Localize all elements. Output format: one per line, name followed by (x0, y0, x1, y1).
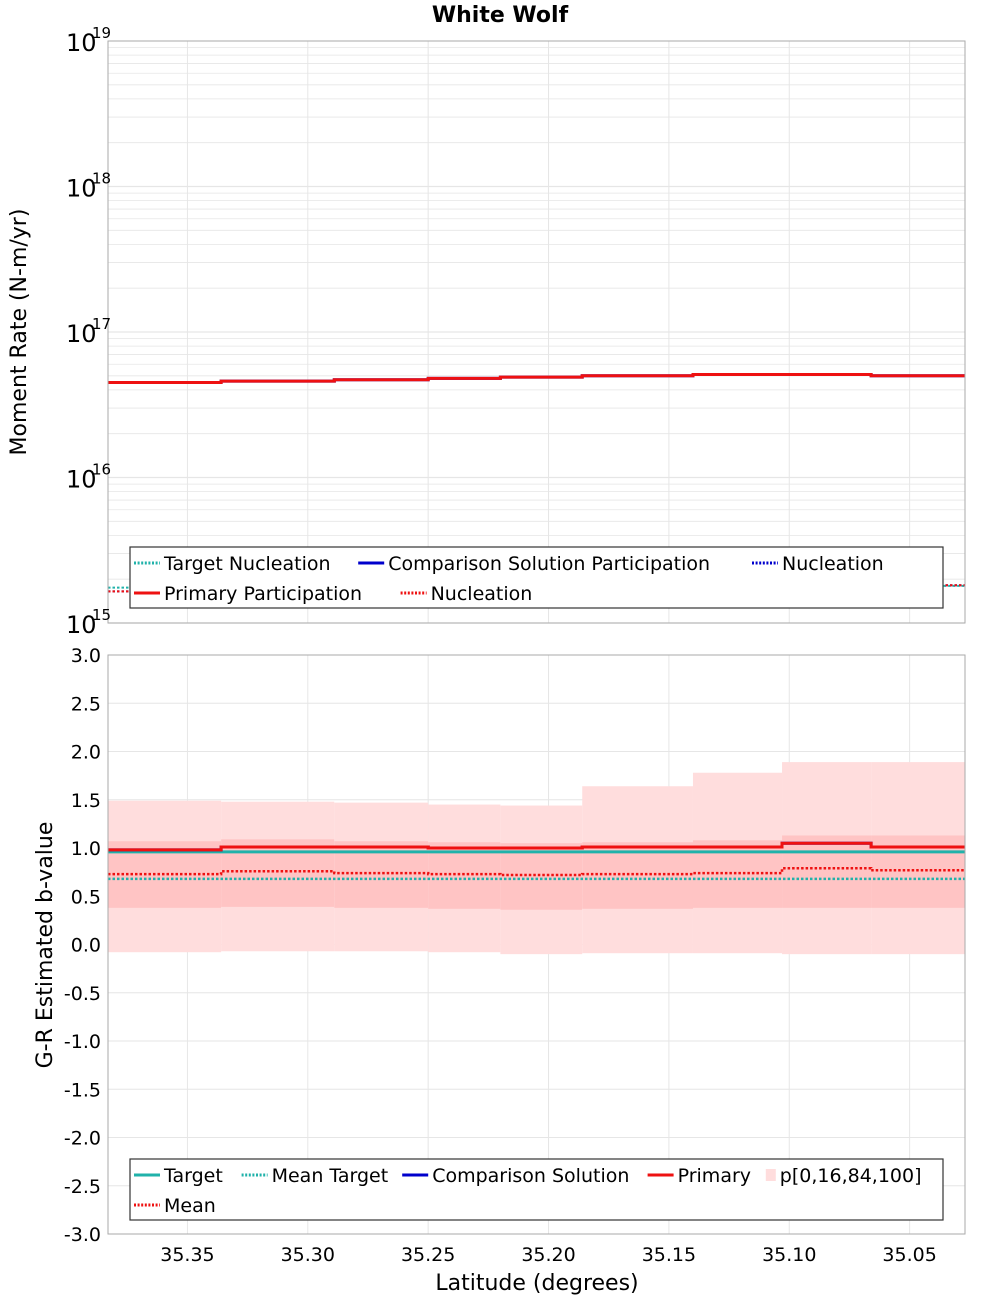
b-value-legend-box (129, 1158, 944, 1221)
moment-rate-legend-label: Comparison Solution Participation (388, 553, 710, 575)
chart-title: White Wolf (432, 3, 569, 28)
b-value-y-tick-label: -3.0 (64, 1224, 101, 1246)
band-p16-p84 (782, 835, 872, 908)
b-value-legend-label: p[0,16,84,100] (780, 1165, 922, 1187)
moment-rate-y-tick-exponent: 15 (92, 606, 111, 624)
b-value-y-tick-label: 1.5 (71, 790, 101, 812)
moment-rate-legend-label: Target Nucleation (163, 553, 331, 575)
b-value-y-tick-label: -0.5 (64, 983, 101, 1005)
moment-rate-y-axis-label: Moment Rate (N-m/yr) (7, 209, 32, 456)
x-tick-label: 35.10 (762, 1244, 816, 1266)
b-value-y-tick-label: 1.0 (71, 838, 101, 860)
b-value-y-axis-label: G-R Estimated b-value (33, 822, 58, 1069)
b-value-y-tick-label: 0.0 (71, 935, 101, 957)
moment-rate-legend-label: Nucleation (782, 553, 884, 575)
moment-rate-y-tick-label: 10 (66, 29, 97, 57)
b-value-y-tick-label: -2.0 (64, 1128, 101, 1150)
x-tick-label: 35.20 (521, 1244, 575, 1266)
x-tick-label: 35.30 (281, 1244, 335, 1266)
b-value-panel: -3.0 -2.5 -2.0 -1.5 -1.0 -0.5 0.0 0.5 1.0 1.5 2.0 2… (64, 645, 966, 1266)
b-value-y-tick-label: -1.0 (64, 1031, 101, 1053)
b-value-legend-label: Mean (164, 1195, 216, 1217)
b-value-legend-label: Target (163, 1165, 223, 1187)
moment-rate-y-tick-label: 10 (66, 320, 97, 348)
moment-rate-series-primary-participation (108, 373, 965, 384)
b-value-y-tick-label: 0.5 (71, 886, 101, 908)
b-value-y-tick-label: 2.5 (71, 693, 101, 715)
b-value-legend-label: Mean Target (272, 1165, 389, 1187)
moment-rate-y-tick-label: 10 (66, 175, 97, 203)
b-value-series-primary (108, 841, 965, 852)
moment-rate-y-tick-label: 10 (66, 466, 97, 494)
moment-rate-legend-box (129, 546, 944, 609)
b-value-plot-frame (107, 654, 966, 1235)
band-p16-p84 (221, 839, 335, 907)
moment-rate-y-tick-exponent: 19 (92, 24, 111, 42)
band-p16-p84 (500, 843, 583, 910)
b-value-y-tick-label: -2.5 (64, 1176, 101, 1198)
moment-rate-y-tick-label: 10 (66, 611, 97, 639)
moment-rate-legend-label: Nucleation (431, 583, 533, 605)
x-axis-label: Latitude (degrees) (435, 1271, 638, 1296)
b-value-legend-swatch (765, 1169, 776, 1181)
x-tick-label: 35.25 (401, 1244, 455, 1266)
x-tick-label: 35.15 (642, 1244, 696, 1266)
moment-rate-plot-frame (107, 40, 966, 624)
x-tick-label: 35.05 (882, 1244, 936, 1266)
b-value-legend-label: Comparison Solution (432, 1165, 629, 1187)
moment-rate-y-tick-exponent: 17 (92, 315, 111, 333)
b-value-y-tick-label: 3.0 (71, 645, 101, 667)
moment-rate-legend-label: Primary Participation (164, 583, 362, 605)
b-value-series-mean (108, 867, 965, 877)
b-value-y-tick-label: -1.5 (64, 1079, 101, 1101)
moment-rate-y-tick-exponent: 16 (92, 461, 111, 479)
x-tick-label: 35.35 (160, 1244, 214, 1266)
b-value-legend-label: Primary (678, 1165, 751, 1187)
b-value-y-tick-label: 2.0 (71, 742, 101, 764)
moment-rate-y-tick-exponent: 18 (92, 170, 111, 188)
